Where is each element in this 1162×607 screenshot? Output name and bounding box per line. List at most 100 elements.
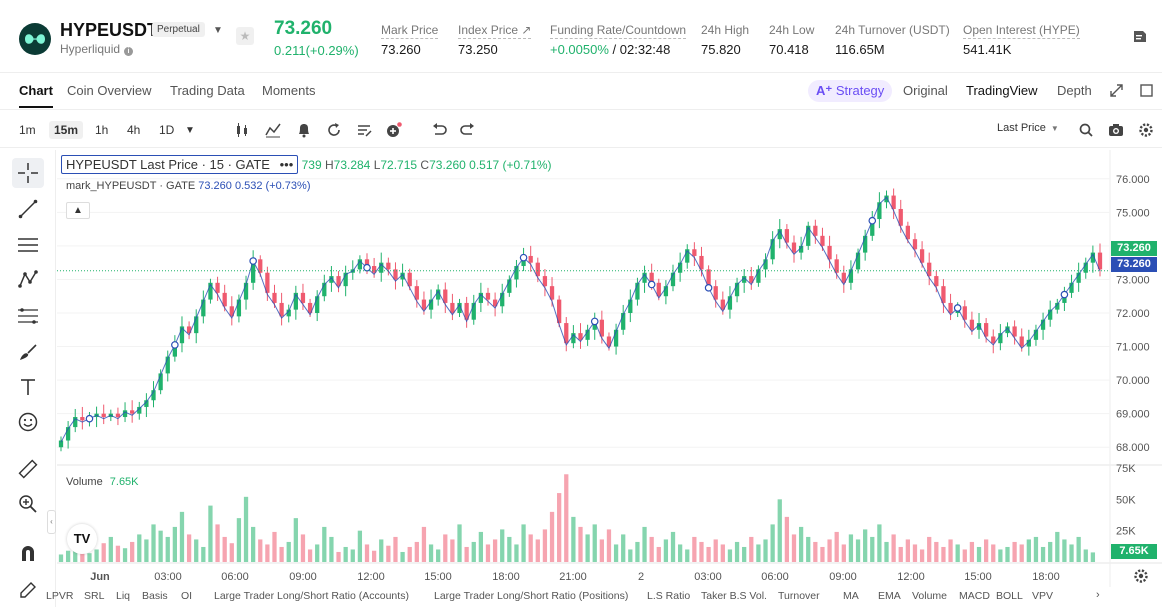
info-icon[interactable]: i <box>124 47 134 56</box>
candle <box>443 289 448 303</box>
search-icon[interactable] <box>1078 122 1094 138</box>
stat-24h-high: 24h High 75.820 <box>701 21 749 57</box>
mark-price-tag: 73.260 <box>1111 257 1157 272</box>
lock-drawings-tool[interactable] <box>12 575 44 605</box>
indicator-boll[interactable]: BOLL <box>996 590 1023 602</box>
favorite-star-icon[interactable]: ★ <box>236 27 254 45</box>
chart-settings-gear-icon[interactable] <box>1133 568 1149 584</box>
stat-label[interactable]: Funding Rate/Countdown <box>550 23 687 39</box>
fullscreen-icon[interactable] <box>1140 84 1153 97</box>
price-chart[interactable]: 76.00075.00074.00073.00072.00071.00070.0… <box>57 150 1162 607</box>
symbol-name[interactable]: HYPEUSDT <box>60 20 159 40</box>
indicator-ma[interactable]: MA <box>843 590 859 602</box>
indicators-icon[interactable] <box>265 122 281 138</box>
timeframe-1m[interactable]: 1m <box>19 123 36 137</box>
crosshair-tool[interactable] <box>12 158 44 188</box>
candle <box>535 262 540 277</box>
indicator-taker-b-s-vol-[interactable]: Taker B.S Vol. <box>701 590 767 602</box>
collapse-toolbar-icon[interactable]: ‹ <box>47 510 56 534</box>
volume-bar <box>984 539 989 562</box>
horizontal-lines-tool[interactable] <box>12 230 44 260</box>
tab-original[interactable]: Original <box>903 83 948 98</box>
indicator-srl[interactable]: SRL <box>84 590 105 602</box>
candle-type-icon[interactable] <box>234 122 250 138</box>
candle <box>165 356 170 374</box>
candle <box>421 299 427 310</box>
indicator-vpv[interactable]: VPV <box>1032 590 1054 602</box>
content-tabs: Chart Coin Overview Trading Data Moments <box>0 72 1162 110</box>
camera-icon[interactable] <box>1108 122 1124 138</box>
notes-icon[interactable] <box>1133 30 1147 43</box>
tab-trading-data[interactable]: Trading Data <box>170 83 245 98</box>
trend-line-tool[interactable] <box>12 194 44 224</box>
volume-bar <box>749 536 754 562</box>
indicator-oi[interactable]: OI <box>181 590 193 602</box>
indicator-ema[interactable]: EMA <box>878 590 901 602</box>
timeframe-1h[interactable]: 1h <box>95 123 109 137</box>
volume-legend: Volume 7.65K <box>66 476 139 488</box>
stat-label[interactable]: Mark Price <box>381 23 439 39</box>
volume-bar <box>585 534 590 562</box>
time-tick-label: 15:00 <box>964 571 992 583</box>
candle <box>855 252 861 270</box>
indicator-l-s-ratio[interactable]: L.S Ratio <box>647 590 691 602</box>
emoji-tool[interactable] <box>12 407 44 437</box>
stat-label: 24h Turnover (USDT) <box>835 23 950 37</box>
fib-tool[interactable] <box>12 301 44 331</box>
candle <box>322 282 327 297</box>
zoom-tool[interactable] <box>12 489 44 519</box>
price-type-select[interactable]: Last Price ▼ <box>997 122 1059 134</box>
indicator-macd[interactable]: MACD <box>959 590 990 602</box>
volume-bar <box>186 534 192 562</box>
series-title[interactable]: HYPEUSDT Last Price · 15 · GATE ••• <box>61 155 299 174</box>
scroll-right-icon[interactable]: › <box>1096 589 1100 601</box>
indicator-volume[interactable]: Volume <box>912 590 948 602</box>
brush-tool[interactable] <box>12 337 44 367</box>
candle <box>122 410 128 418</box>
timeframe-4h[interactable]: 4h <box>127 123 141 137</box>
stat-label[interactable]: Index Price ↗ <box>458 23 532 39</box>
candle <box>820 235 825 246</box>
text-tool[interactable] <box>12 372 44 402</box>
tradingview-logo[interactable]: TV <box>67 524 97 554</box>
indicator-lpvr[interactable]: LPVR <box>46 590 74 602</box>
pattern-tool[interactable] <box>12 265 44 295</box>
more-options-icon[interactable]: ••• <box>279 157 294 172</box>
indicator-basis[interactable]: Basis <box>142 590 168 602</box>
tab-tradingview[interactable]: TradingView <box>966 83 1038 98</box>
tab-chart[interactable]: Chart <box>19 83 53 108</box>
collapse-legend-button[interactable]: ▲ <box>66 202 90 219</box>
indicator-large-trader-long-short-ratio-positions-[interactable]: Large Trader Long/Short Ratio (Positions… <box>434 590 629 602</box>
stat-label[interactable]: Open Interest (HYPE) <box>963 23 1080 39</box>
undo-icon[interactable] <box>431 122 447 138</box>
indicator-turnover[interactable]: Turnover <box>778 590 820 602</box>
tab-coin-overview[interactable]: Coin Overview <box>67 83 152 98</box>
timeframe-15m[interactable]: 15m <box>49 121 84 139</box>
candlestick-chart[interactable]: 76.00075.00074.00073.00072.00071.00070.0… <box>57 150 1162 587</box>
indicator-large-trader-long-short-ratio-accounts-[interactable]: Large Trader Long/Short Ratio (Accounts) <box>214 590 409 602</box>
symbol-dropdown-icon[interactable]: ▼ <box>213 25 223 36</box>
layout-settings-icon[interactable] <box>356 122 372 138</box>
volume-bar <box>642 526 647 562</box>
magnet-tool[interactable] <box>12 538 44 568</box>
candle <box>307 302 313 313</box>
measure-tool[interactable] <box>12 454 44 484</box>
timeframe-dropdown-icon[interactable]: ▼ <box>185 125 195 136</box>
expand-icon[interactable] <box>1110 84 1123 97</box>
add-indicator-icon[interactable] <box>386 122 402 138</box>
candle <box>1076 272 1081 283</box>
tab-moments[interactable]: Moments <box>262 83 316 98</box>
replay-icon[interactable] <box>326 122 342 138</box>
timeframe-1d[interactable]: 1D <box>159 123 175 137</box>
volume-bar <box>386 545 391 562</box>
gear-icon[interactable] <box>1138 122 1154 138</box>
volume-bar <box>500 529 505 562</box>
candle <box>884 195 889 203</box>
volume-bar <box>229 543 234 562</box>
alert-bell-icon[interactable] <box>296 122 312 138</box>
indicator-liq[interactable]: Liq <box>116 590 131 602</box>
tab-depth[interactable]: Depth <box>1057 83 1092 98</box>
redo-icon[interactable] <box>460 122 476 138</box>
stat-open-interest: Open Interest (HYPE) 541.41K <box>963 21 1080 57</box>
strategy-button[interactable]: A⁺ Strategy <box>808 80 893 102</box>
